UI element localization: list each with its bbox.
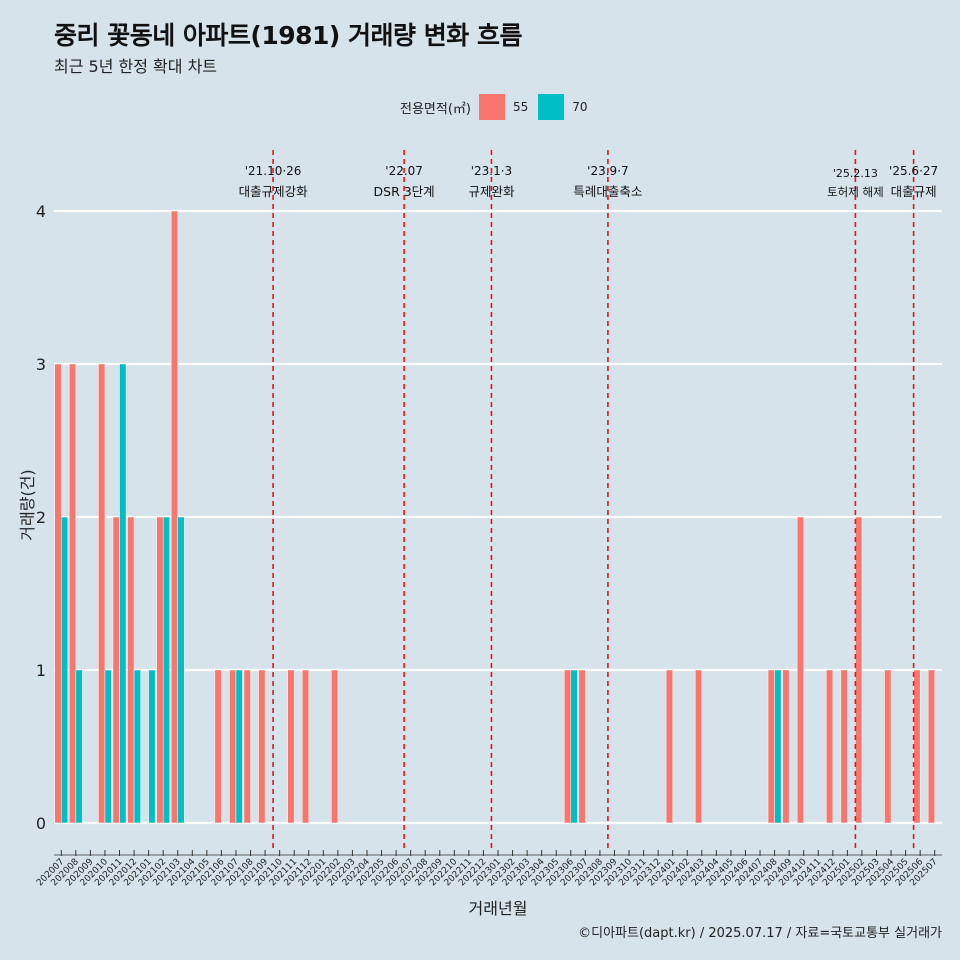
bar-55-202008 bbox=[69, 363, 77, 824]
bar-55-202011 bbox=[112, 516, 120, 824]
bar-55-202507 bbox=[927, 669, 935, 824]
bar-55-202403 bbox=[695, 669, 703, 824]
event-date: '21.10·26 bbox=[245, 164, 302, 178]
grid-lines bbox=[54, 209, 942, 825]
chart-subtitle: 최근 5년 한정 확대 차트 bbox=[54, 57, 218, 76]
event-label: 대출규제 bbox=[891, 184, 937, 199]
bar-55-202504 bbox=[884, 669, 892, 824]
bar-70-202306 bbox=[570, 669, 578, 824]
bar-55-202010 bbox=[98, 363, 106, 824]
bar-55-202111 bbox=[287, 669, 295, 824]
y-tick-label: 2 bbox=[36, 508, 46, 527]
legend-swatch-70 bbox=[538, 94, 565, 120]
event-annotations: '21.10·26 대출규제강화 '22.07 DSR 3단계 '23.1·3 규제완화 '… bbox=[239, 164, 939, 199]
event-label: DSR 3단계 bbox=[374, 184, 435, 199]
bar-70-202102 bbox=[162, 516, 170, 824]
bar-70-202408 bbox=[774, 669, 782, 824]
event-lines bbox=[272, 150, 915, 850]
bar-55-202103 bbox=[170, 210, 178, 824]
legend-item-70: 70 bbox=[538, 94, 591, 120]
bar-55-202108 bbox=[243, 669, 251, 824]
bar-70-202010 bbox=[104, 669, 112, 824]
bar-55-202501 bbox=[840, 669, 848, 824]
bar-55-202102 bbox=[156, 516, 164, 824]
bar-70-202007 bbox=[61, 516, 69, 824]
event-date: '22.07 bbox=[385, 164, 423, 178]
y-tick-label: 1 bbox=[36, 661, 46, 680]
x-axis-label: 거래년월 bbox=[469, 899, 528, 918]
bar-55-202412 bbox=[826, 669, 834, 824]
bar-55-202007 bbox=[54, 363, 62, 824]
y-tick-label: 3 bbox=[36, 355, 46, 374]
bar-55-202112 bbox=[301, 669, 310, 824]
y-tick-label: 0 bbox=[36, 814, 46, 833]
source-caption: ©디아파트(dapt.kr) / 2025.07.17 / 자료=국토교통부 실… bbox=[578, 926, 942, 941]
bar-70-202101 bbox=[148, 669, 156, 824]
bar-55-202202 bbox=[331, 669, 339, 824]
legend-item-55: 55 bbox=[478, 94, 532, 120]
bar-55-202401 bbox=[665, 669, 673, 824]
legend: 전용면적(㎡) 55 70 bbox=[400, 94, 598, 120]
event-label: 토허제 해제 bbox=[827, 185, 884, 199]
event-date: '25.6·27 bbox=[889, 164, 938, 178]
legend-title: 전용면적(㎡) bbox=[400, 101, 471, 117]
bar-55-202408 bbox=[767, 669, 775, 824]
bar-70-202107 bbox=[235, 669, 243, 824]
bars bbox=[54, 210, 935, 824]
bar-55-202506 bbox=[913, 669, 921, 824]
y-axis-tick-labels: 0 1 2 3 4 bbox=[36, 202, 46, 833]
bar-55-202012 bbox=[127, 516, 135, 824]
x-axis: 2020072020082020092020102020112020122021… bbox=[35, 850, 942, 888]
legend-label-55: 55 bbox=[512, 100, 529, 114]
bar-55-202106 bbox=[214, 669, 222, 824]
bar-55-202107 bbox=[229, 669, 237, 824]
chart-title: 중리 꽃동네 아파트(1981) 거래량 변화 흐름 bbox=[54, 21, 522, 50]
bar-55-202502 bbox=[855, 516, 863, 824]
event-date: '23.1·3 bbox=[471, 164, 512, 178]
bar-55-202307 bbox=[578, 669, 586, 824]
y-tick-label: 4 bbox=[36, 202, 46, 221]
bar-55-202410 bbox=[796, 516, 804, 824]
y-axis-label: 거래량(건) bbox=[18, 469, 37, 540]
bar-55-202306 bbox=[563, 669, 572, 824]
event-date: '25.2.13 bbox=[833, 167, 878, 180]
bar-70-202011 bbox=[119, 363, 127, 824]
bar-55-202409 bbox=[782, 669, 790, 824]
bar-55-202109 bbox=[258, 669, 266, 824]
bar-70-202012 bbox=[133, 669, 141, 824]
event-label: 규제완화 bbox=[468, 184, 515, 199]
event-label: 특례대출축소 bbox=[573, 184, 642, 199]
legend-label-70: 70 bbox=[572, 100, 588, 114]
event-label: 대출규제강화 bbox=[239, 184, 309, 199]
event-date: '23.9·7 bbox=[587, 164, 628, 178]
bar-70-202103 bbox=[177, 516, 185, 824]
legend-swatch-55 bbox=[478, 94, 505, 120]
bar-70-202008 bbox=[75, 669, 83, 824]
